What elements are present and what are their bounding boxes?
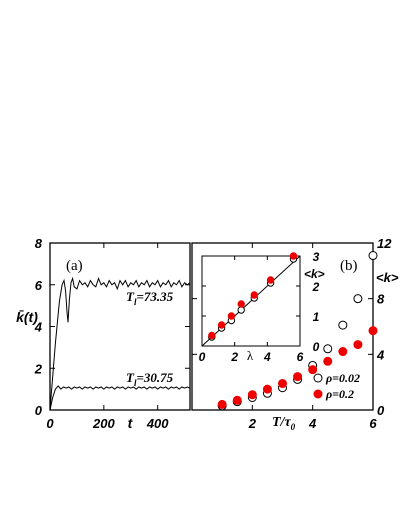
y-tick-label: 0 [377, 403, 385, 418]
legend-label: ρ=0.2 [325, 387, 354, 401]
inset-point-filled [217, 321, 226, 329]
inset-y-tick-label: 1 [313, 310, 320, 324]
inset-point-open [237, 306, 245, 314]
data-point-filled [217, 399, 227, 409]
data-point-filled [353, 340, 363, 350]
panel-label: (b) [340, 258, 358, 274]
series-label-sub: l [134, 297, 137, 307]
series-label-value: =73.35 [136, 289, 173, 304]
data-point-open [323, 344, 333, 354]
inset-x-tick-label: 0 [199, 350, 206, 364]
data-point-filled [338, 347, 348, 357]
inset-x-tick-label: 4 [263, 350, 271, 364]
y-axis-label: <k> [376, 270, 399, 285]
data-point-filled [262, 384, 272, 394]
legend-label: ρ=0.02 [325, 371, 360, 385]
data-point-filled [293, 372, 303, 382]
x-tick-label: 2 [248, 416, 257, 431]
data-point-filled [368, 326, 378, 336]
data-point-filled [308, 365, 318, 375]
data-point-open [368, 251, 378, 261]
data-point-filled [323, 356, 333, 366]
inset-y-tick-label: 2 [312, 280, 320, 294]
inset-point-filled [237, 300, 245, 308]
inset-y-tick-label: 3 [313, 250, 320, 264]
y-tick-label: 4 [34, 320, 43, 335]
y-tick-label: 2 [34, 361, 43, 376]
data-point-open [338, 320, 348, 330]
inset-point-filled [208, 331, 216, 340]
x-axis-label-main: T/τ [272, 415, 291, 430]
series-label: Tl=73.35 [126, 289, 174, 307]
data-point-filled [232, 395, 242, 405]
inset-x-axis-label: λ [247, 348, 254, 363]
x-tick-label: 400 [146, 416, 169, 431]
inset-point-filled [227, 312, 236, 320]
x-axis-label: T/τ0 [272, 415, 296, 432]
series-label-value: =30.75 [136, 370, 173, 385]
legend-marker [313, 389, 323, 399]
x-axis-label: t [128, 415, 134, 431]
y-tick-label: 8 [377, 292, 385, 307]
series-label-main: T [126, 289, 135, 304]
inset-x-tick-label: 2 [230, 350, 238, 364]
inset-y-tick-label: 0 [313, 340, 320, 354]
series-label-main: T [126, 370, 135, 385]
series-label: Tl=30.75 [126, 370, 174, 388]
x-axis-label-sub: 0 [291, 422, 296, 432]
inset-point-filled [289, 252, 298, 260]
y-tick-label: 0 [35, 403, 43, 418]
data-point-filled [247, 390, 257, 400]
series-label-sub: l [134, 378, 137, 388]
inset-point-filled [266, 276, 275, 284]
series-line-1 [49, 385, 191, 411]
y-tick-label: 6 [35, 278, 43, 293]
x-tick-label: 6 [369, 416, 377, 431]
x-tick-label: 200 [92, 416, 115, 431]
data-point-filled [278, 379, 287, 389]
y-tick-label: 4 [376, 347, 385, 362]
series-line-0 [49, 276, 191, 411]
inset-y-axis-label: <k> [304, 267, 325, 281]
inset-reference-line [201, 255, 301, 347]
legend-marker [313, 373, 323, 383]
data-point-open [353, 294, 363, 304]
inset-x-tick-label: 6 [297, 350, 304, 364]
y-tick-label: 12 [377, 236, 392, 251]
x-tick-label: 0 [46, 416, 54, 431]
inset-point-filled [250, 291, 258, 299]
y-tick-label: 8 [35, 236, 43, 251]
x-tick-label: 4 [308, 416, 317, 431]
panel-label: (a) [66, 258, 83, 274]
y-axis-label: k̄(t) [16, 308, 38, 325]
